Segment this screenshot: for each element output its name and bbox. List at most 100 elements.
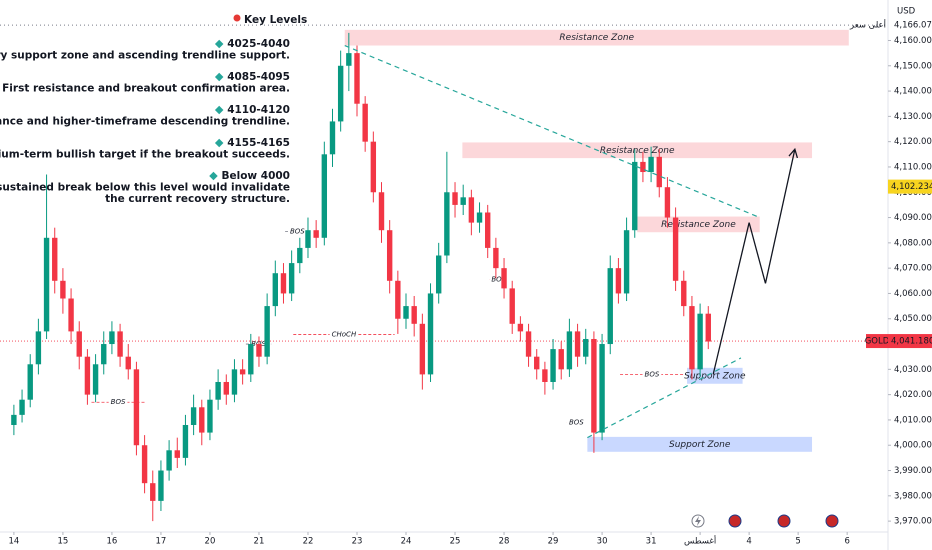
candle-body [623, 230, 630, 294]
x-tick-label: 23 [352, 537, 363, 547]
candle-body [648, 156, 654, 173]
candle-body [52, 237, 58, 281]
x-tick-label: 29 [548, 537, 559, 547]
structure-label: BOS [569, 418, 584, 426]
candle-body [27, 364, 33, 400]
y-tick-label: 4,110.000 [894, 162, 932, 172]
x-tick-label: 4 [746, 537, 751, 547]
y-tick-label: 4,030.000 [894, 365, 932, 375]
zone [462, 142, 813, 159]
candle-body [435, 255, 442, 294]
candle-body [215, 381, 221, 400]
trendline [587, 357, 742, 439]
candle-body [239, 369, 246, 375]
cursor-price-box [888, 179, 932, 194]
candle-body [117, 331, 123, 357]
y-tick-label: 4,050.000 [894, 314, 932, 324]
structure-label: BOS [290, 227, 305, 235]
candle-body [403, 306, 409, 319]
symbol-box [866, 334, 888, 349]
candle-body [525, 331, 532, 357]
x-tick-label: 25 [450, 537, 461, 547]
candle-body [19, 399, 25, 415]
candle-body [321, 154, 328, 238]
candle-body [166, 450, 172, 471]
key-level: 4025-4040 [227, 38, 290, 50]
y-tick-label: 4,160.000 [894, 36, 932, 46]
candle-body [566, 331, 573, 370]
zone [587, 436, 813, 452]
candle-body [231, 369, 238, 395]
symbol-label: GOLD [865, 337, 890, 347]
candle-body [460, 197, 466, 205]
x-tick-label: 16 [107, 537, 118, 547]
zone-label: Support Zone [684, 371, 746, 381]
candle-body [370, 141, 377, 193]
high-label: 4,166.070 [894, 21, 932, 31]
last-price-label: 4,041.180 [891, 337, 932, 347]
x-tick-label: 21 [254, 537, 265, 547]
candle-body [264, 306, 270, 357]
structure-label: BOS [645, 370, 660, 378]
zone-label: Support Zone [669, 440, 731, 450]
candle-body [419, 323, 426, 375]
structure-label-bg [489, 274, 509, 285]
candle-body [468, 197, 475, 223]
candle-body [427, 293, 434, 375]
y-tick-label: 4,120.000 [894, 137, 932, 147]
structure-label: BOS [491, 276, 506, 284]
candle-body [534, 356, 540, 370]
zone [344, 29, 849, 46]
x-tick-label: 6 [844, 537, 849, 547]
candle-body [305, 230, 311, 248]
candle-body [199, 407, 205, 433]
high-name: أعلى سعر [849, 19, 886, 31]
candle-body [182, 424, 189, 458]
x-tick-label: 5 [795, 537, 800, 547]
candle-body [223, 381, 229, 395]
candle-body [150, 483, 156, 501]
x-tick-label: 30 [597, 537, 608, 547]
candle-body [109, 331, 115, 345]
candle-body [550, 349, 556, 382]
candle-body [444, 192, 450, 256]
candle-body [517, 323, 524, 332]
key-level-diamond [214, 72, 224, 82]
candle-body [68, 298, 74, 332]
candle-body [697, 313, 703, 370]
key-level-diamond [214, 39, 224, 49]
candle-body [583, 338, 589, 357]
key-level-note: A sustained break below this level would… [0, 182, 290, 194]
last-price-box [888, 334, 932, 349]
key-level-note: Primary support zone and ascending trend… [0, 50, 290, 62]
candle-body [672, 217, 679, 281]
candle-body [101, 344, 107, 365]
x-tick-label: 14 [8, 537, 19, 547]
y-tick-label: 4,020.000 [894, 390, 932, 400]
candle-body [542, 369, 548, 382]
zone-label: Resistance Zone [600, 146, 675, 156]
y-tick-label: 4,080.000 [894, 238, 932, 248]
candle-body [354, 53, 360, 104]
structure-label-bg [566, 417, 586, 428]
key-level-diamond [209, 171, 218, 181]
candle-body [558, 349, 564, 370]
candle-body [607, 268, 613, 345]
key-level: 4085-4095 [227, 71, 290, 83]
y-tick-label: 4,070.000 [894, 264, 932, 274]
x-tick-label: أغسطس [684, 535, 716, 547]
candle-body [174, 450, 180, 458]
candle-body [272, 273, 279, 307]
candle-body [640, 161, 646, 173]
candle-body [591, 338, 597, 433]
candle-body [664, 187, 671, 218]
y-tick-label: 4,000.000 [894, 441, 932, 451]
candle-body [452, 192, 458, 205]
key-level-note: Medium-term bullish target if the breako… [0, 149, 290, 161]
x-tick-label: 17 [156, 537, 167, 547]
zone-label: Resistance Zone [661, 220, 736, 230]
y-tick-label: 3,990.000 [894, 466, 932, 476]
structure-label-bg [642, 369, 662, 380]
candle-body [43, 237, 50, 332]
y-tick-label: 3,980.000 [894, 491, 932, 501]
